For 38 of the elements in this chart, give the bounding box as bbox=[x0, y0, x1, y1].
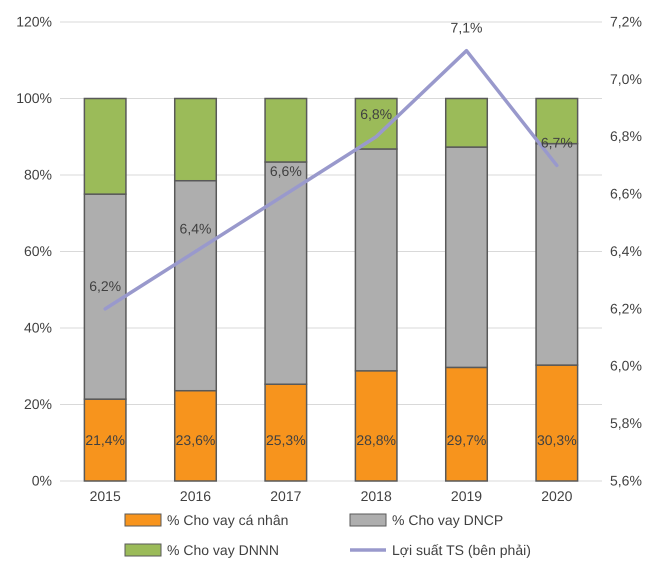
y2-tick-label: 7,0% bbox=[610, 70, 642, 87]
data-label: 6,7% bbox=[540, 134, 573, 150]
data-label: 23,6% bbox=[176, 432, 216, 448]
legend-label: Lợi suất TS (bên phải) bbox=[392, 542, 531, 558]
y-tick-label: 0% bbox=[32, 472, 52, 488]
y-tick-label: 120% bbox=[16, 13, 52, 30]
y-tick-label: 60% bbox=[24, 242, 52, 259]
y2-tick-label: 5,8% bbox=[610, 415, 642, 432]
x-tick-label: 2017 bbox=[270, 488, 302, 504]
data-label: 21,4% bbox=[85, 432, 126, 448]
y2-tick-label: 6,0% bbox=[610, 358, 642, 374]
legend-label: % Cho vay DNNN bbox=[167, 542, 280, 558]
x-tick-label: 2018 bbox=[360, 488, 392, 504]
x-tick-label: 2015 bbox=[90, 488, 121, 504]
data-label: 6,8% bbox=[360, 106, 392, 122]
y-tick-label: 80% bbox=[24, 166, 52, 182]
y2-tick-label: 7,2% bbox=[610, 13, 642, 30]
y2-tick-label: 5,6% bbox=[610, 472, 642, 488]
y-tick-label: 20% bbox=[24, 396, 52, 412]
y-tick-label: 40% bbox=[24, 319, 52, 336]
data-label: 30,3% bbox=[536, 432, 577, 448]
x-tick-label: 2020 bbox=[541, 488, 573, 504]
data-label: 6,4% bbox=[180, 220, 212, 236]
y2-tick-label: 6,2% bbox=[610, 300, 642, 316]
x-tick-label: 2016 bbox=[180, 488, 212, 504]
y-tick-label: 100% bbox=[16, 90, 52, 106]
y2-tick-label: 6,6% bbox=[610, 186, 642, 202]
data-label: 28,8% bbox=[356, 432, 396, 448]
legend-label: % Cho vay DNCP bbox=[392, 512, 504, 528]
y2-tick-label: 6,8% bbox=[610, 128, 642, 144]
data-label: 25,3% bbox=[266, 432, 306, 448]
x-tick-label: 2019 bbox=[450, 488, 482, 504]
data-label: 7,1% bbox=[450, 20, 482, 36]
y2-tick-label: 6,4% bbox=[610, 242, 642, 259]
legend-label: % Cho vay cá nhân bbox=[167, 512, 288, 528]
data-label: 6,6% bbox=[270, 163, 302, 180]
data-label: 29,7% bbox=[446, 432, 486, 448]
data-label: 6,2% bbox=[89, 278, 122, 294]
